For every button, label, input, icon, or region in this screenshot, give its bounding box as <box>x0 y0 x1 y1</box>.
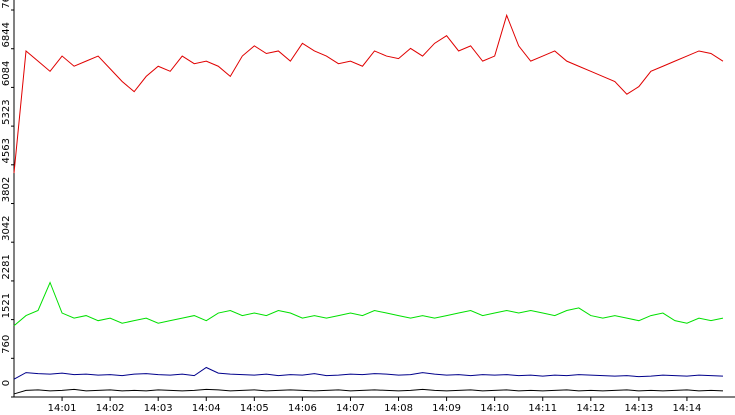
x-tick-label: 14:14 <box>673 403 702 414</box>
series-line <box>13 281 724 327</box>
y-tick-label: 0 <box>1 380 12 386</box>
y-tick-label: 5323 <box>1 99 12 124</box>
y-tick-label: 7605 <box>1 0 12 9</box>
x-tick-label: 14:04 <box>192 403 221 414</box>
x-tick-label: 14:08 <box>384 403 413 414</box>
y-tick-label: 6084 <box>1 61 12 86</box>
x-tick-label: 14:03 <box>144 403 173 414</box>
y-tick-label: 6844 <box>1 22 12 47</box>
y-tick-label: 3802 <box>1 177 12 202</box>
y-tick-label: 2281 <box>1 254 12 279</box>
x-tick-label: 14:13 <box>624 403 653 414</box>
x-tick-label: 14:06 <box>288 403 317 414</box>
x-tick-label: 14:11 <box>528 403 557 414</box>
y-tick-label: 4563 <box>1 138 12 163</box>
y-tick-label: 1521 <box>1 293 12 318</box>
x-tick-label: 14:01 <box>48 403 77 414</box>
x-tick-label: 14:12 <box>576 403 605 414</box>
x-tick-label: 14:02 <box>96 403 125 414</box>
x-tick-label: 14:07 <box>336 403 365 414</box>
y-tick-label: 3042 <box>1 215 12 240</box>
series-line <box>13 13 724 174</box>
x-tick-label: 14:09 <box>432 403 461 414</box>
x-tick-label: 14:05 <box>240 403 269 414</box>
y-tick-label: 760 <box>1 335 12 354</box>
x-tick-label: 14:10 <box>480 403 509 414</box>
series-line <box>13 366 724 380</box>
series-line <box>13 388 724 395</box>
